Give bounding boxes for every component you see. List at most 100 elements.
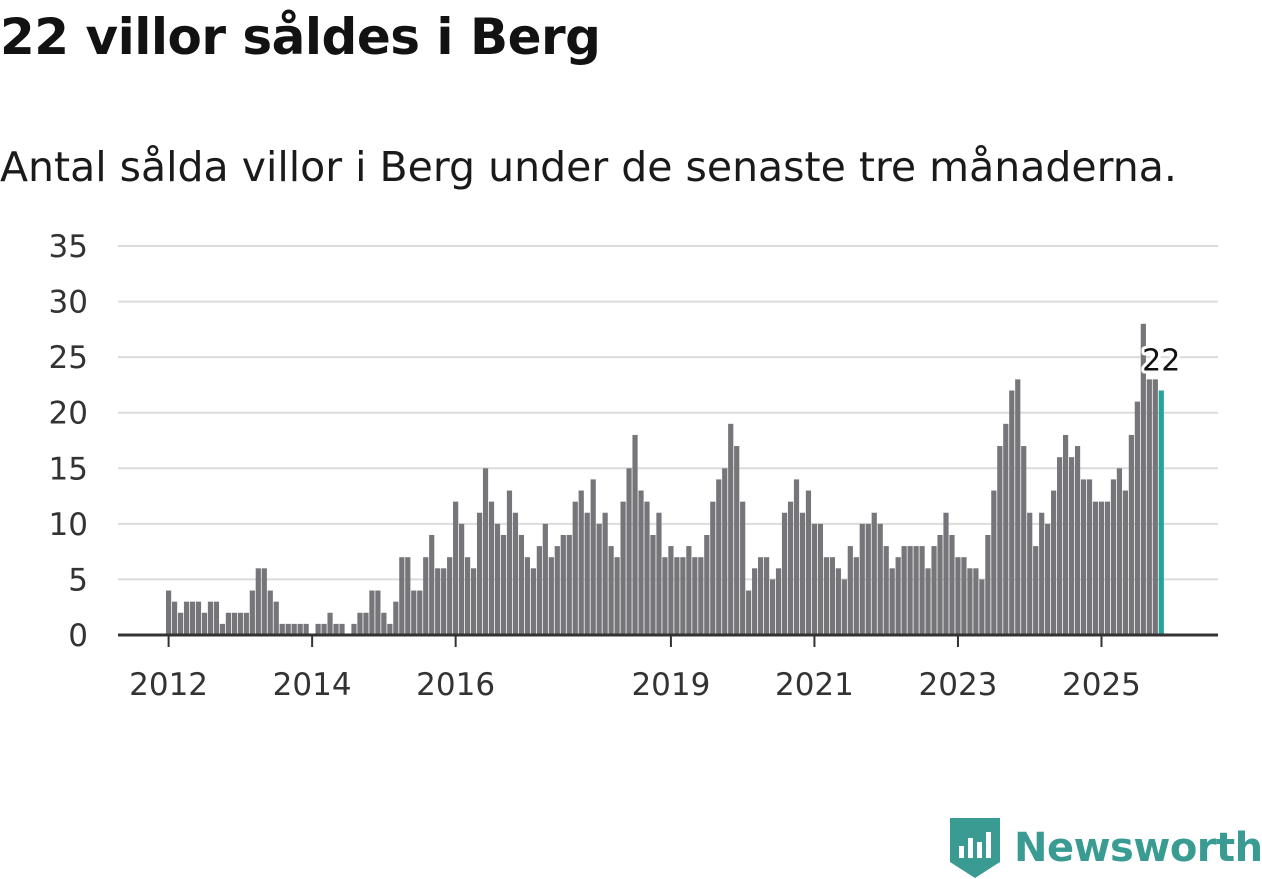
bar xyxy=(829,557,835,635)
bar xyxy=(411,590,417,635)
bar xyxy=(506,490,513,635)
bar xyxy=(662,557,668,635)
bar xyxy=(799,512,806,635)
bar xyxy=(979,579,985,635)
bar xyxy=(787,501,794,635)
bar xyxy=(1134,401,1140,635)
bar xyxy=(949,534,955,635)
bar xyxy=(835,568,841,635)
bar xyxy=(572,501,578,635)
bar xyxy=(225,612,231,635)
bar xyxy=(1063,434,1069,635)
bar xyxy=(261,568,267,635)
bar xyxy=(243,612,249,635)
x-tick-label: 2012 xyxy=(129,667,208,703)
bar xyxy=(1122,490,1128,635)
bar xyxy=(285,623,291,635)
bar xyxy=(524,557,530,635)
bar xyxy=(1128,434,1134,635)
bar xyxy=(578,490,584,635)
bar xyxy=(1074,446,1081,635)
bar xyxy=(997,446,1003,635)
bar xyxy=(734,446,740,635)
bar xyxy=(327,612,333,635)
bar xyxy=(644,501,650,635)
bar xyxy=(608,546,614,635)
bar xyxy=(943,512,949,635)
bar xyxy=(369,590,375,635)
bar xyxy=(925,568,931,635)
bar xyxy=(650,534,656,635)
bar xyxy=(668,546,674,635)
bar xyxy=(865,523,871,635)
bar xyxy=(333,623,339,635)
bar xyxy=(1033,546,1039,635)
bar xyxy=(674,557,680,635)
bar xyxy=(213,601,220,635)
y-tick-label: 5 xyxy=(68,562,88,598)
bar xyxy=(482,468,489,635)
bar xyxy=(967,568,973,635)
bar xyxy=(166,590,172,635)
bar xyxy=(488,501,495,635)
bar xyxy=(901,546,907,635)
bar xyxy=(512,512,519,635)
bar xyxy=(596,523,602,635)
bar xyxy=(877,523,883,635)
bar xyxy=(841,579,847,635)
bar xyxy=(1140,323,1146,635)
bar xyxy=(991,490,997,635)
bar xyxy=(447,557,453,635)
bar xyxy=(518,534,525,635)
bar xyxy=(758,557,764,635)
bar xyxy=(357,612,363,635)
bar xyxy=(746,590,752,635)
newsworthy-logo-icon xyxy=(950,818,1000,878)
bar xyxy=(722,468,728,635)
bar xyxy=(459,523,465,635)
bar xyxy=(441,568,447,635)
bar xyxy=(381,612,387,635)
bar xyxy=(913,546,919,635)
bar xyxy=(805,490,812,635)
bar xyxy=(985,534,991,635)
y-tick-label: 15 xyxy=(49,451,88,487)
bar xyxy=(363,612,369,635)
chart-title: 22 villor såldes i Berg xyxy=(0,8,601,66)
x-tick-label: 2016 xyxy=(416,667,495,703)
bar xyxy=(1057,457,1063,635)
bar xyxy=(740,501,746,635)
bar xyxy=(536,546,542,635)
bar xyxy=(704,534,710,635)
bar xyxy=(171,601,178,635)
bar xyxy=(339,623,345,635)
annotation-halo: 22 xyxy=(1142,343,1180,378)
y-tick-label: 25 xyxy=(49,340,88,376)
bar xyxy=(393,601,399,635)
bar xyxy=(1092,501,1099,635)
bar xyxy=(955,557,961,635)
bar xyxy=(405,557,411,635)
bar xyxy=(764,557,770,635)
bar xyxy=(183,601,190,635)
bar xyxy=(297,623,303,635)
bar xyxy=(602,512,608,635)
bar xyxy=(817,523,824,635)
bar xyxy=(530,568,536,635)
bar xyxy=(584,512,590,635)
bar xyxy=(1080,479,1087,635)
bar xyxy=(417,590,423,635)
bar xyxy=(895,557,901,635)
bar xyxy=(889,568,895,635)
bar xyxy=(351,623,357,635)
bar xyxy=(237,612,243,635)
brand-name: Newsworthy xyxy=(1014,825,1262,871)
x-tick-label: 2025 xyxy=(1062,667,1141,703)
bar xyxy=(207,601,214,635)
bar xyxy=(476,512,483,635)
bar xyxy=(255,568,261,635)
bar xyxy=(435,568,441,635)
bar xyxy=(1039,512,1045,635)
bar xyxy=(871,512,877,635)
bar xyxy=(177,612,184,635)
